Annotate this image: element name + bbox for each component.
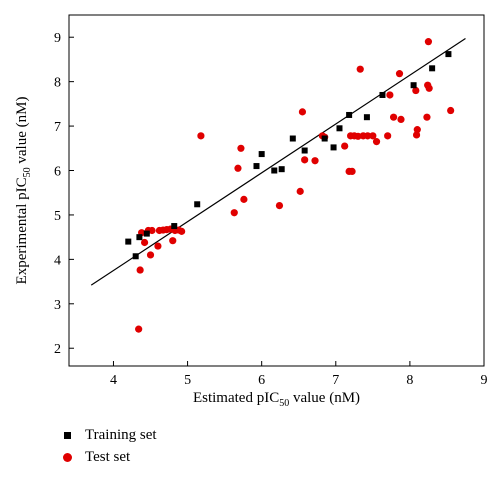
training-set-point (289, 135, 296, 142)
x-tick-label: 7 (332, 373, 339, 388)
test-set-point (412, 131, 421, 139)
test-set-point (413, 126, 421, 134)
training-set-point (143, 230, 150, 237)
x-tick-label: 8 (406, 373, 413, 388)
test-set-point (296, 187, 304, 195)
training-set-point (321, 135, 328, 142)
training-set-point (125, 238, 132, 245)
test-set-point (275, 202, 284, 210)
test-set-point (356, 65, 364, 73)
test-set-point (311, 157, 319, 165)
test-set-point (178, 227, 186, 235)
test-set-point (354, 132, 362, 140)
test-set-point (341, 142, 349, 150)
data-points (125, 38, 455, 333)
y-tick-label: 2 (54, 342, 61, 357)
x-tick-label: 4 (110, 373, 117, 388)
training-set-point (132, 253, 139, 260)
axis-ticks: 4 5 6 7 8 9 2 3 4 5 6 7 8 9 (54, 31, 488, 388)
test-set-point (140, 238, 149, 247)
test-set-point (136, 266, 144, 274)
training-set-point (278, 166, 285, 173)
x-axis-label: Estimated pIC50 value (nM) (193, 390, 360, 409)
test-set-point (425, 84, 433, 92)
test-set-point (447, 106, 455, 115)
test-set-point (395, 70, 404, 78)
test-set-point (424, 38, 433, 46)
training-set-point (136, 234, 143, 241)
training-set-point (429, 65, 436, 72)
y-tick-label: 7 (54, 120, 61, 135)
test-set-point (384, 132, 392, 140)
training-set-point (253, 163, 260, 170)
test-set-point (412, 86, 420, 95)
regression-line-group (90, 38, 466, 286)
training-set-point (379, 91, 386, 98)
test-set-point (135, 325, 143, 333)
test-set-point (298, 108, 307, 116)
x-tick-label: 9 (481, 373, 488, 388)
training-set-point (271, 167, 278, 174)
legend-item-training: Training set (62, 424, 157, 446)
test-set-point (146, 251, 155, 259)
test-set-point (364, 132, 372, 140)
test-set-point (348, 167, 356, 175)
legend-item-test: Test set (62, 446, 157, 468)
training-set-point (301, 147, 308, 154)
training-set-point (194, 201, 201, 208)
y-tick-label: 9 (54, 31, 61, 46)
plot-frame (68, 14, 485, 367)
y-tick-label: 5 (54, 209, 61, 224)
y-tick-label: 4 (54, 253, 61, 268)
plot-axes (68, 14, 485, 367)
test-set-point (148, 226, 156, 235)
test-set-point (372, 138, 381, 146)
test-set-point (423, 113, 431, 121)
test-set-point (301, 156, 309, 164)
training-set-point (336, 125, 343, 132)
training-set-point (330, 144, 337, 151)
legend-label-test: Test set (85, 448, 131, 465)
regression-line (90, 38, 466, 286)
training-set-point (363, 114, 370, 121)
test-set-point (397, 115, 405, 124)
test-set-point (169, 237, 177, 245)
training-set-point (171, 223, 178, 230)
test-set-point (234, 164, 242, 172)
legend-label-training: Training set (85, 426, 157, 443)
test-set-point (230, 209, 238, 217)
test-set-point (386, 91, 394, 99)
test-set-point (197, 132, 205, 140)
test-set-point (389, 113, 398, 121)
test-set-point (240, 195, 248, 203)
circle-marker-icon (63, 452, 72, 462)
y-tick-label: 6 (54, 165, 61, 180)
test-set-point (237, 144, 245, 152)
test-set-point (369, 132, 377, 140)
chart-legend: Training set Test set (62, 424, 157, 468)
training-set-point (410, 82, 417, 89)
y-tick-label: 3 (54, 298, 61, 313)
y-tick-label: 8 (54, 76, 61, 91)
test-set-point (154, 242, 162, 250)
y-axis-label: Experimental pIC50 value (nM) (14, 97, 33, 285)
training-set-point (346, 111, 353, 118)
training-set-point (445, 51, 452, 58)
x-tick-label: 5 (184, 373, 191, 388)
training-set-point (258, 151, 265, 158)
x-tick-label: 6 (258, 373, 265, 388)
square-marker-icon (64, 431, 71, 439)
